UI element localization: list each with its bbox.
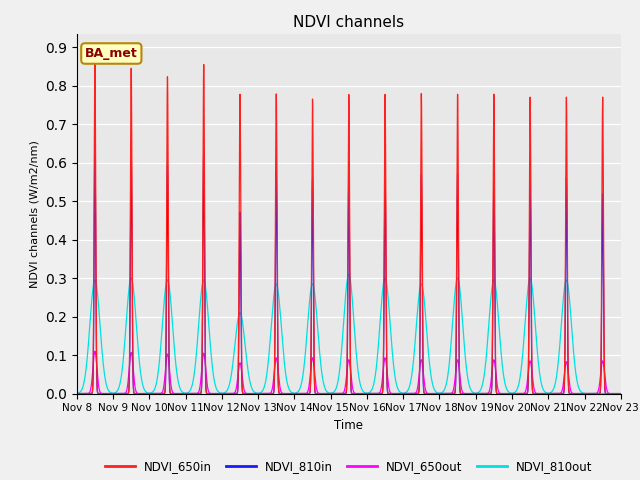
NDVI_810out — [278, 331, 285, 336]
NDVI_650out — [202, 371, 210, 377]
NDVI_810out — [202, 288, 210, 294]
NDVI_650in — [73, 391, 81, 396]
Line: NDVI_810in: NDVI_810in — [77, 151, 621, 394]
NDVI_650in — [200, 125, 207, 131]
NDVI_810in — [91, 148, 99, 154]
NDVI_650in — [317, 391, 324, 396]
Line: NDVI_810out: NDVI_810out — [77, 274, 621, 394]
NDVI_810in — [317, 391, 324, 396]
Y-axis label: NDVI channels (W/m2/nm): NDVI channels (W/m2/nm) — [29, 140, 40, 288]
Title: NDVI channels: NDVI channels — [293, 15, 404, 30]
NDVI_810in — [73, 391, 81, 396]
NDVI_650out — [612, 391, 620, 396]
NDVI_650in — [612, 391, 620, 396]
NDVI_810out — [199, 278, 207, 284]
NDVI_650out — [200, 352, 207, 358]
Line: NDVI_650in: NDVI_650in — [77, 64, 621, 394]
Text: BA_met: BA_met — [85, 47, 138, 60]
NDVI_810in — [617, 391, 625, 396]
Legend: NDVI_650in, NDVI_810in, NDVI_650out, NDVI_810out: NDVI_650in, NDVI_810in, NDVI_650out, NDV… — [100, 455, 597, 478]
NDVI_810out — [617, 391, 625, 396]
NDVI_810in — [200, 195, 207, 201]
NDVI_650out — [617, 391, 625, 396]
NDVI_650out — [317, 391, 324, 396]
NDVI_810in — [205, 391, 212, 396]
NDVI_810in — [202, 388, 210, 394]
NDVI_810in — [612, 391, 620, 396]
NDVI_650in — [202, 387, 210, 393]
NDVI_650out — [205, 389, 212, 395]
NDVI_810out — [205, 322, 212, 328]
NDVI_810out — [317, 359, 324, 365]
NDVI_650out — [278, 390, 286, 396]
NDVI_650out — [73, 391, 81, 396]
NDVI_810out — [612, 391, 620, 396]
Line: NDVI_650out: NDVI_650out — [77, 351, 621, 394]
NDVI_810out — [345, 271, 353, 277]
NDVI_650out — [91, 348, 99, 354]
X-axis label: Time: Time — [334, 419, 364, 432]
NDVI_650in — [91, 61, 99, 67]
NDVI_650in — [617, 391, 625, 396]
NDVI_810out — [73, 391, 81, 396]
NDVI_810in — [278, 391, 286, 396]
NDVI_650in — [205, 391, 212, 396]
NDVI_650in — [278, 391, 286, 396]
